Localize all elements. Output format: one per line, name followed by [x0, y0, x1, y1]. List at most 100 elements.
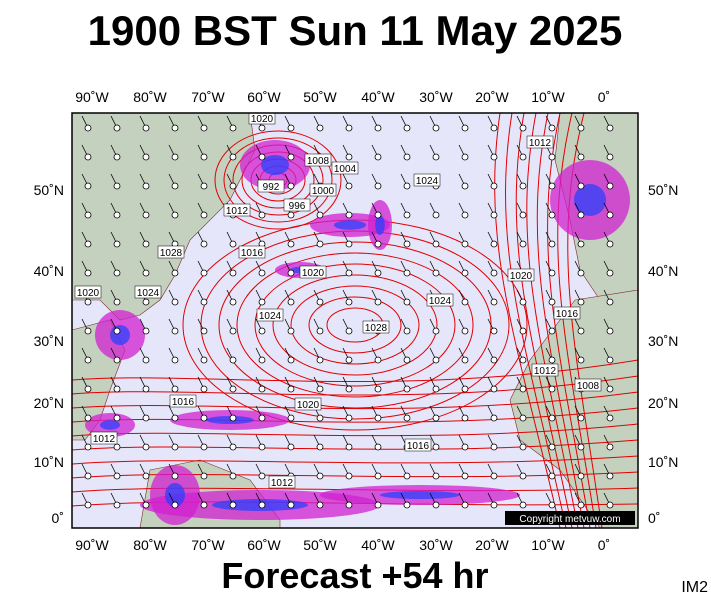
barb-station — [287, 298, 295, 306]
isobar-label-box — [526, 135, 554, 149]
isobar-label: 1008 — [577, 381, 600, 392]
barb-station — [345, 385, 353, 393]
barb-station — [200, 240, 208, 248]
isobar — [308, 296, 402, 354]
barb-station — [403, 501, 411, 509]
isobar — [536, 113, 585, 528]
isobar-label: 1024 — [137, 288, 160, 299]
isobar-label-box — [362, 320, 390, 334]
barb-station — [432, 385, 440, 393]
barb-station — [200, 472, 208, 480]
barb-station — [461, 443, 469, 451]
barb-station — [229, 414, 237, 422]
barb-station — [316, 298, 324, 306]
barb-station — [287, 211, 295, 219]
barb-station — [113, 298, 121, 306]
barb-station — [461, 240, 469, 248]
barb-station — [258, 269, 266, 277]
barb-station — [229, 153, 237, 161]
barb-station — [490, 153, 498, 161]
lon-label-bottom: 80˚W — [133, 537, 167, 553]
barb-station — [316, 356, 324, 364]
lat-label-right: 30˚N — [648, 333, 678, 349]
barb-station — [548, 385, 556, 393]
barb-station — [200, 385, 208, 393]
barb-station — [171, 443, 179, 451]
barb-station — [577, 414, 585, 422]
barb-station — [287, 124, 295, 132]
barb-station — [461, 356, 469, 364]
barb-station — [142, 298, 150, 306]
barb-station — [606, 501, 614, 509]
barb-station — [84, 153, 92, 161]
barb-station — [403, 472, 411, 480]
barb-station — [287, 269, 295, 277]
barb-station — [461, 182, 469, 190]
barb-station — [316, 472, 324, 480]
isobar-label: 1016 — [556, 309, 579, 320]
barb-station — [345, 211, 353, 219]
barb-station — [316, 501, 324, 509]
barb-station — [432, 211, 440, 219]
isobar — [72, 471, 638, 479]
barb-station — [519, 153, 527, 161]
barb-station — [171, 501, 179, 509]
map-frame — [71, 112, 639, 529]
barb-station — [461, 298, 469, 306]
isobar — [557, 113, 597, 528]
isobar — [72, 455, 638, 465]
barb-station — [142, 124, 150, 132]
barb-station — [316, 385, 324, 393]
lon-label-bottom: 20˚W — [475, 537, 509, 553]
isobar-label-box — [256, 308, 284, 322]
barb-station — [287, 385, 295, 393]
barb-station — [171, 153, 179, 161]
barb-station — [258, 356, 266, 364]
barb-station — [461, 269, 469, 277]
isobar-label: 1024 — [259, 311, 282, 322]
barb-station — [345, 327, 353, 335]
barb-station — [606, 124, 614, 132]
forecast-label: Forecast +54 hr — [221, 555, 488, 596]
barb-station — [142, 269, 150, 277]
barb-station — [316, 443, 324, 451]
barb-station — [432, 124, 440, 132]
barb-station — [490, 414, 498, 422]
barb-station — [519, 182, 527, 190]
barb-station — [113, 211, 121, 219]
barb-station — [113, 385, 121, 393]
barb-station — [490, 182, 498, 190]
barb-station — [403, 153, 411, 161]
lon-label-bottom: 70˚W — [191, 537, 225, 553]
barb-station — [461, 385, 469, 393]
barb-station — [345, 298, 353, 306]
barb-station — [258, 472, 266, 480]
lat-label-left: 0˚ — [52, 510, 64, 526]
precip-core — [334, 220, 366, 230]
barb-station — [142, 327, 150, 335]
barb-station — [548, 414, 556, 422]
lon-label-bottom: 60˚W — [247, 537, 281, 553]
precip-core — [261, 155, 289, 175]
barb-station — [519, 240, 527, 248]
isobar — [254, 263, 456, 387]
isobar-label: 1028 — [365, 323, 388, 334]
isobar-label-box — [574, 378, 602, 392]
barb-station — [258, 298, 266, 306]
isobar — [515, 113, 573, 528]
lon-label-top: 0˚ — [598, 89, 610, 105]
barb-station — [287, 501, 295, 509]
barb-station — [403, 240, 411, 248]
precip-core — [110, 325, 130, 345]
isobar-label: 1012 — [534, 366, 557, 377]
lon-label-top: 80˚W — [133, 89, 167, 105]
barb-station — [577, 269, 585, 277]
barb-station — [84, 211, 92, 219]
barb-station — [229, 472, 237, 480]
barb-station — [490, 443, 498, 451]
isobar-label-box — [134, 285, 162, 299]
barb-station — [229, 356, 237, 364]
barb-station — [490, 472, 498, 480]
lon-label-bottom: 50˚W — [303, 537, 337, 553]
image-code: IM2 — [681, 579, 708, 596]
